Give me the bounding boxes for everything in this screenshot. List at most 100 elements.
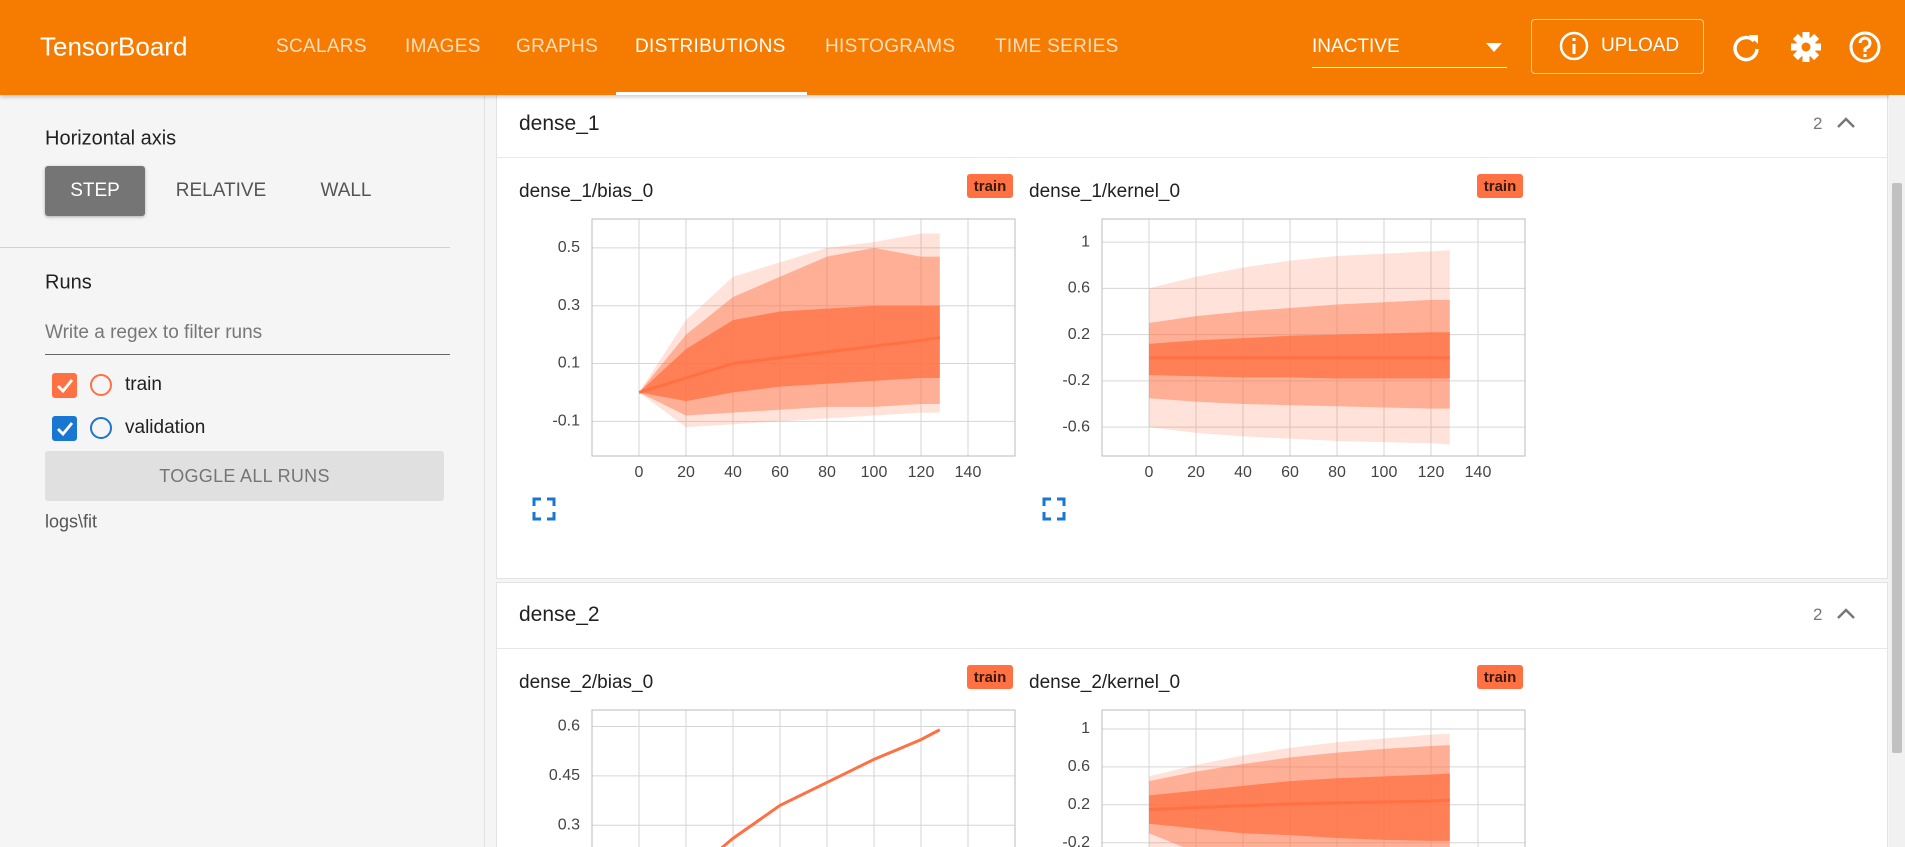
help-icon[interactable] [1848, 30, 1882, 64]
x-tick-label: 140 [1465, 464, 1492, 481]
run-tag-label: train [1484, 178, 1517, 195]
x-tick-label: 140 [955, 464, 982, 481]
y-tick-label: 0.2 [1068, 796, 1090, 813]
nav-tab[interactable]: TIME SERIES [995, 36, 1119, 57]
x-tick-label: 80 [818, 464, 836, 481]
run-tag [967, 174, 1013, 198]
y-tick-label: 1 [1081, 720, 1090, 737]
chevron-icon [1837, 117, 1855, 128]
app-title[interactable]: TensorBoard [40, 31, 188, 62]
chart-title: dense_2/bias_0 [519, 672, 653, 693]
plot-layer [1149, 250, 1450, 445]
fullscreen-button[interactable] [1042, 497, 1066, 521]
logdir: logs\fit [45, 511, 98, 532]
scrollbar [1889, 95, 1905, 847]
status-dropdown[interactable]: INACTIVE [1312, 36, 1400, 57]
settings-icon[interactable] [1789, 30, 1823, 64]
x-tick-label: 0 [635, 464, 644, 481]
y-tick-label: -0.1 [552, 413, 580, 430]
toggle-all-button[interactable]: TOGGLE ALL RUNS [45, 451, 444, 501]
fullscreen-button[interactable] [532, 497, 556, 521]
scrollbar-thumb[interactable] [1892, 183, 1902, 753]
upload-label: UPLOAD [1601, 35, 1680, 56]
nav-tab[interactable]: SCALARS [276, 36, 367, 57]
check-mark [57, 422, 74, 437]
distribution-chart: dense_2/bias_0train0.60.450.302040608010… [519, 665, 1016, 847]
y-tick-label: 0.6 [1068, 758, 1090, 775]
run-checkbox[interactable] [52, 373, 77, 398]
y-tick-label: 1 [1081, 233, 1090, 250]
dropdown-underline [1312, 67, 1507, 68]
y-tick-label: 0.6 [1068, 280, 1090, 297]
run-checkbox[interactable] [52, 416, 77, 441]
x-tick-label: 120 [908, 464, 935, 481]
x-tick-label: 100 [861, 464, 888, 481]
axis-option[interactable]: STEP [45, 166, 145, 216]
section-count: 2 [1813, 605, 1823, 624]
chart-title: dense_2/kernel_0 [1029, 672, 1180, 693]
nav-tab[interactable]: DISTRIBUTIONS [635, 36, 786, 57]
sidebar: Horizontal axis STEP RELATIVE WALL Runs … [0, 95, 485, 847]
x-tick-label: 100 [1371, 464, 1398, 481]
plot-layer [1148, 733, 1450, 847]
plot-layer [638, 233, 941, 428]
plot-layer [720, 728, 941, 847]
run-color-circle [90, 374, 112, 396]
median-line [720, 728, 941, 847]
nav-tab[interactable]: IMAGES [405, 36, 481, 57]
y-tick-label: 0.5 [558, 239, 580, 256]
header: TensorBoard SCALARS IMAGES GRAPHS DISTRIBUT… [0, 0, 1905, 95]
filter-input[interactable]: Write a regex to filter runs [45, 322, 263, 343]
median-line [638, 336, 941, 394]
chart-title: dense_1/kernel_0 [1029, 181, 1180, 202]
x-tick-label: 40 [1234, 464, 1252, 481]
filter-underline [45, 354, 450, 355]
divider [0, 247, 450, 248]
run-name: train [125, 374, 162, 395]
run-tag [1477, 174, 1523, 198]
run-tag [1477, 665, 1523, 689]
section-divider [497, 157, 1887, 158]
distribution-band [639, 305, 940, 402]
axis-option[interactable]: RELATIVE [175, 180, 267, 201]
distribution-chart: dense_1/bias_0 train 0.5 0.3 0.1 -0.1 0 20 40 60 8… [519, 174, 1016, 521]
refresh-icon[interactable] [1730, 31, 1762, 63]
dropdown-arrow[interactable] [1486, 43, 1502, 53]
fullscreen-icon [1042, 497, 1066, 521]
run-tag-label: train [974, 178, 1007, 195]
collapse-toggle[interactable] [1835, 114, 1857, 130]
check-mark [57, 379, 74, 394]
run-tag-label: train [974, 669, 1007, 686]
section-title[interactable]: dense_1 [519, 112, 600, 135]
y-tick-label: -0.2 [1062, 834, 1090, 847]
axis-label: Horizontal axis [45, 127, 177, 150]
runs-label: Runs [45, 271, 92, 294]
y-tick-label: 0.1 [558, 355, 580, 372]
active-tab-indicator [616, 92, 807, 95]
y-tick-label: 0.3 [558, 816, 580, 833]
upload-button[interactable]: UPLOAD [1531, 19, 1704, 74]
distribution-chart: dense_1/kernel_0 train 1 0.6 0.2 -0.2 -0.6 0 20 4… [1029, 174, 1526, 521]
section-card: dense_1 2 [496, 88, 1888, 579]
chart-title: dense_1/bias_0 [519, 181, 653, 202]
nav-tab[interactable]: HISTOGRAMS [825, 36, 956, 57]
axis-option[interactable]: WALL [320, 180, 372, 201]
x-tick-label: 0 [1145, 464, 1154, 481]
x-tick-label: 40 [724, 464, 742, 481]
section-title[interactable]: dense_2 [519, 603, 600, 626]
distribution-chart: dense_2/kernel_0train10.60.2-0.202040608… [1029, 665, 1526, 847]
nav-tab[interactable]: GRAPHS [516, 36, 599, 57]
median-line [1148, 798, 1450, 812]
x-tick-label: 20 [677, 464, 695, 481]
section-divider [497, 648, 1887, 649]
plot-frame [591, 218, 1016, 457]
plot-frame [1101, 709, 1526, 847]
run-name: validation [125, 417, 206, 438]
info-icon [1559, 31, 1589, 61]
x-tick-label: 80 [1328, 464, 1346, 481]
x-tick-label: 60 [1281, 464, 1299, 481]
chevron-icon [1837, 608, 1855, 619]
collapse-toggle[interactable] [1835, 605, 1857, 621]
plot-frame [1101, 218, 1526, 457]
